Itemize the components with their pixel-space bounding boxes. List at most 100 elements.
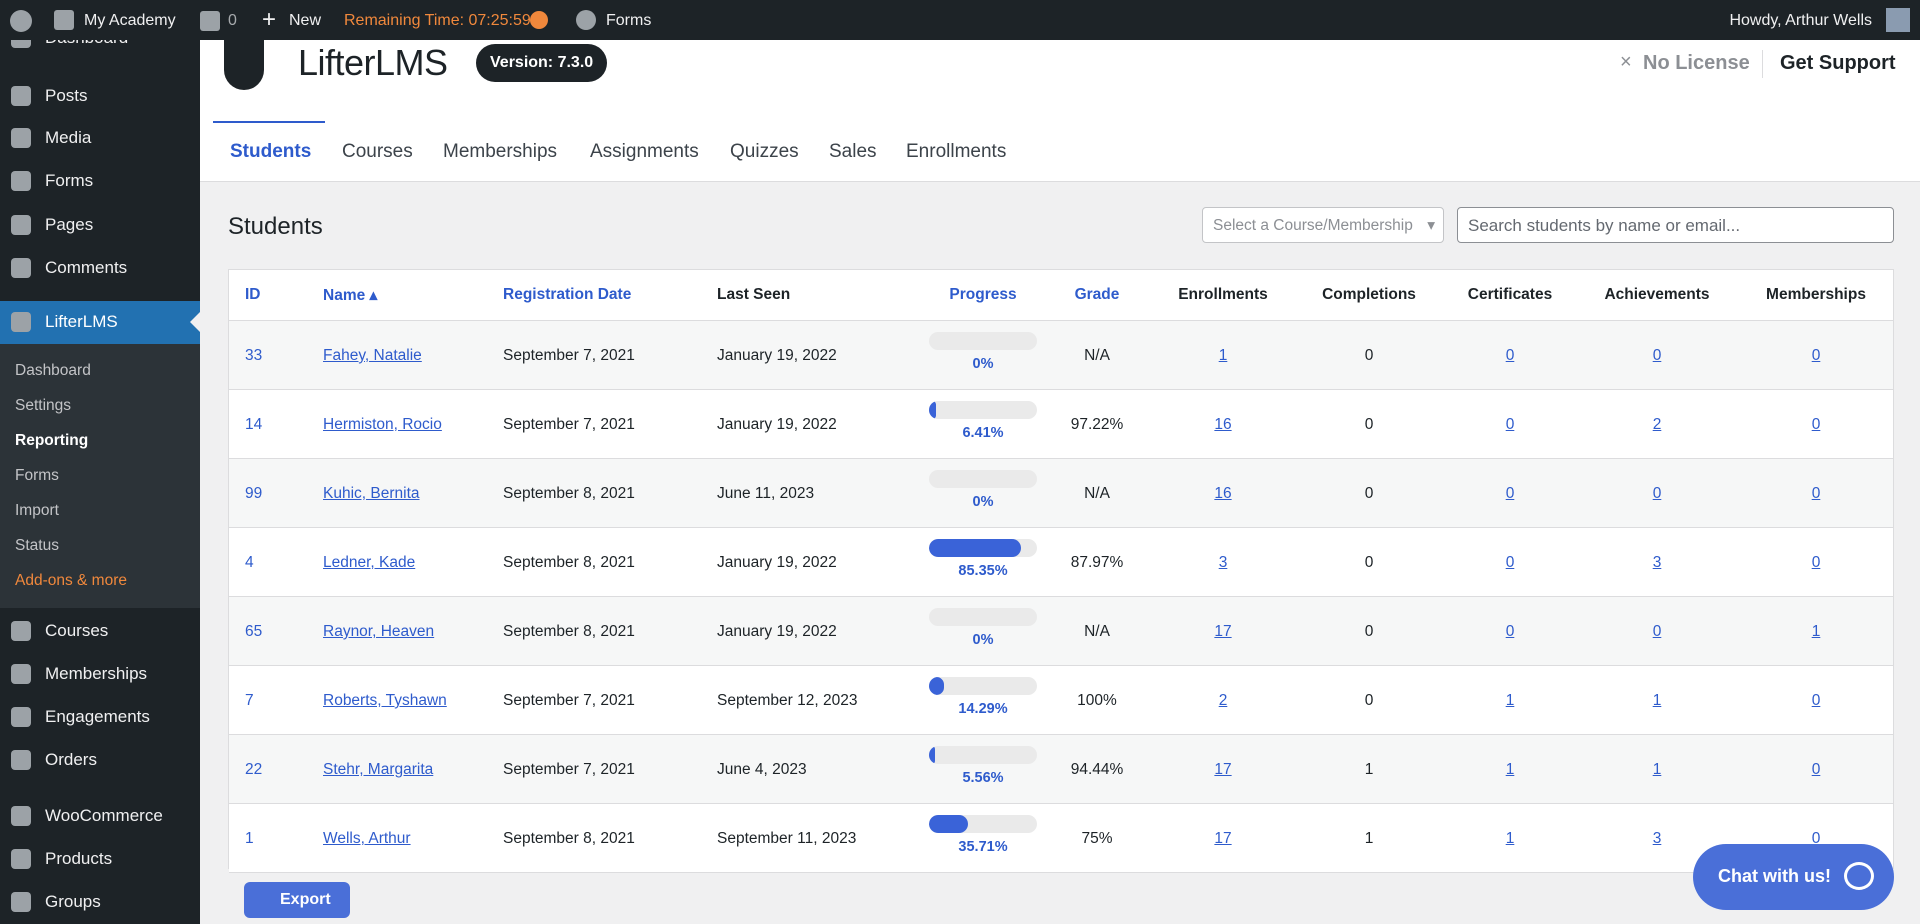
table-row xyxy=(229,735,1893,804)
license-status[interactable]: No License xyxy=(1643,52,1750,74)
cell-6[interactable]: 17 xyxy=(1214,761,1232,778)
menu-item[interactable]: Comments xyxy=(0,247,200,289)
submenu-item[interactable]: Add-ons & more xyxy=(15,572,127,589)
submenu-item[interactable]: Reporting xyxy=(15,432,89,449)
progress-track xyxy=(929,470,1037,488)
cell-10[interactable]: 0 xyxy=(1811,347,1821,364)
course-select[interactable]: Select a Course/Membership ▾ xyxy=(1202,207,1444,243)
cell-9[interactable]: 2 xyxy=(1652,416,1662,433)
menu-item[interactable]: Engagements xyxy=(0,696,200,738)
cell-8[interactable]: 0 xyxy=(1505,347,1515,364)
chat-button[interactable]: Chat with us! xyxy=(1693,844,1894,910)
cell-8[interactable]: 0 xyxy=(1505,485,1515,502)
cell-3: January 19, 2022 xyxy=(717,416,837,433)
cell-1[interactable]: Kuhic, Bernita xyxy=(323,485,420,502)
cell-9[interactable]: 1 xyxy=(1652,692,1662,709)
remaining-time: Remaining Time: 07:25:59 xyxy=(344,12,531,29)
cell-6[interactable]: 16 xyxy=(1214,485,1232,502)
avatar[interactable] xyxy=(1886,8,1910,32)
cell-8[interactable]: 1 xyxy=(1505,692,1515,709)
cell-1[interactable]: Ledner, Kade xyxy=(323,554,416,571)
cell-0: 14 xyxy=(245,416,263,433)
cell-6[interactable]: 2 xyxy=(1218,692,1228,709)
cell-10[interactable]: 0 xyxy=(1811,830,1821,847)
comments-count[interactable]: 0 xyxy=(228,12,237,29)
cell-6[interactable]: 17 xyxy=(1214,623,1232,640)
cell-9[interactable]: 1 xyxy=(1652,761,1662,778)
cell-10[interactable]: 0 xyxy=(1811,761,1821,778)
cell-6[interactable]: 3 xyxy=(1218,554,1228,571)
submenu-item[interactable]: Import xyxy=(15,502,59,519)
nav-tab[interactable]: Students xyxy=(230,141,312,162)
cell-1[interactable]: Roberts, Tyshawn xyxy=(323,692,447,709)
home-icon xyxy=(54,10,74,30)
cell-9[interactable]: 3 xyxy=(1652,554,1662,571)
column-header[interactable]: Progress xyxy=(949,286,1017,303)
cell-0: 99 xyxy=(245,485,263,502)
cell-7: 0 xyxy=(1364,485,1374,502)
cell-8[interactable]: 1 xyxy=(1505,830,1515,847)
menu-item[interactable]: Orders xyxy=(0,739,200,781)
column-header[interactable]: Grade xyxy=(1074,286,1120,303)
submenu-item[interactable]: Settings xyxy=(15,397,72,414)
menu-item-active[interactable]: LifterLMS xyxy=(0,301,200,344)
howdy[interactable]: Howdy, Arthur Wells xyxy=(1729,12,1872,29)
submenu xyxy=(0,344,200,608)
menu-item[interactable]: Forms xyxy=(0,160,200,202)
cell-9[interactable]: 0 xyxy=(1652,485,1662,502)
menu-icon xyxy=(11,892,31,912)
cell-0: 1 xyxy=(245,830,254,847)
menu-item[interactable]: Memberships xyxy=(0,653,200,695)
menu-item[interactable]: Posts xyxy=(0,75,200,117)
cell-8[interactable]: 0 xyxy=(1505,554,1515,571)
nav-tab[interactable]: Quizzes xyxy=(730,141,799,162)
cell-1[interactable]: Wells, Arthur xyxy=(323,830,411,847)
search-input[interactable]: Search students by name or email... xyxy=(1457,207,1894,243)
menu-icon xyxy=(11,215,31,235)
column-header[interactable]: Registration Date xyxy=(503,286,632,303)
cell-10[interactable]: 0 xyxy=(1811,692,1821,709)
help-icon[interactable] xyxy=(530,11,548,29)
column-header[interactable]: ID xyxy=(245,286,261,303)
nav-tab[interactable]: Enrollments xyxy=(906,141,1007,162)
cell-10[interactable]: 0 xyxy=(1811,416,1821,433)
column-header[interactable]: Name ▴ xyxy=(323,287,378,304)
cell-10[interactable]: 0 xyxy=(1811,485,1821,502)
menu-item[interactable]: Products xyxy=(0,838,200,880)
cell-8[interactable]: 1 xyxy=(1505,761,1515,778)
cell-6[interactable]: 16 xyxy=(1214,416,1232,433)
menu-item[interactable]: Pages xyxy=(0,204,200,246)
export-button[interactable]: Export xyxy=(244,882,350,918)
cell-10[interactable]: 0 xyxy=(1811,554,1821,571)
column-header: Achievements xyxy=(1604,286,1710,303)
nav-tab[interactable]: Courses xyxy=(342,141,413,162)
cell-8[interactable]: 0 xyxy=(1505,416,1515,433)
cell-8[interactable]: 0 xyxy=(1505,623,1515,640)
menu-item[interactable]: WooCommerce xyxy=(0,795,200,837)
site-name[interactable]: My Academy xyxy=(84,12,176,29)
nav-tab[interactable]: Sales xyxy=(829,141,877,162)
cell-1[interactable]: Hermiston, Rocio xyxy=(323,416,442,433)
cell-9[interactable]: 3 xyxy=(1652,830,1662,847)
cell-10[interactable]: 1 xyxy=(1811,623,1821,640)
submenu-item[interactable]: Dashboard xyxy=(15,362,91,379)
menu-item[interactable]: Media xyxy=(0,117,200,159)
submenu-item[interactable]: Forms xyxy=(15,467,59,484)
forms-link[interactable]: Forms xyxy=(606,12,652,29)
nav-tab[interactable]: Memberships xyxy=(443,141,558,162)
cell-1[interactable]: Fahey, Natalie xyxy=(323,347,422,364)
cell-9[interactable]: 0 xyxy=(1652,623,1662,640)
cell-1[interactable]: Raynor, Heaven xyxy=(323,623,435,640)
cell-1[interactable]: Stehr, Margarita xyxy=(323,761,434,778)
menu-item[interactable]: Groups xyxy=(0,881,200,923)
cell-5: N/A xyxy=(1084,623,1110,640)
cell-9[interactable]: 0 xyxy=(1652,347,1662,364)
menu-item[interactable]: Courses xyxy=(0,610,200,652)
cell-6[interactable]: 1 xyxy=(1218,347,1228,364)
nav-tab[interactable]: Assignments xyxy=(590,141,699,162)
submenu-item[interactable]: Status xyxy=(15,537,59,554)
new-link[interactable]: New xyxy=(289,12,322,29)
cell-6[interactable]: 17 xyxy=(1214,830,1232,847)
get-support[interactable]: Get Support xyxy=(1780,52,1896,74)
wp-logo[interactable] xyxy=(10,10,32,32)
